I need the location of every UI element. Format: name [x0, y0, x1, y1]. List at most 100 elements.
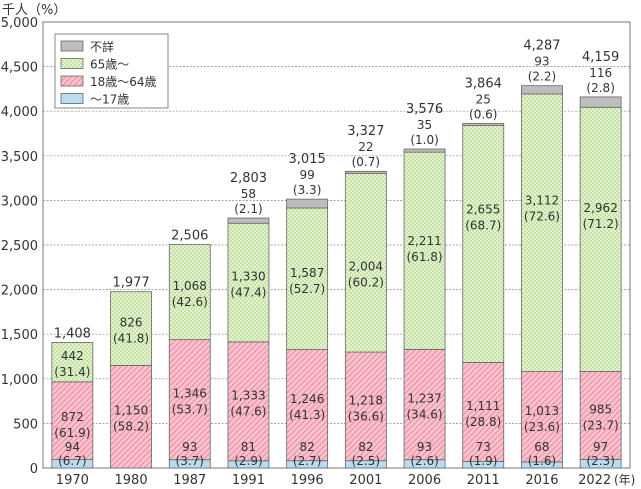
value-label: 93	[417, 440, 432, 454]
value-label: 2,655	[466, 203, 500, 217]
x-tick-label: 1980	[115, 473, 148, 488]
percent-label: (2.3)	[586, 454, 614, 468]
legend-swatch	[60, 58, 84, 69]
value-label: 1,333	[231, 388, 265, 402]
x-tick-label: 2001	[349, 473, 382, 488]
percent-label: (68.7)	[465, 219, 501, 233]
y-tick-label: 1,000	[1, 373, 38, 388]
percent-label: (0.6)	[469, 107, 497, 121]
percent-label: (1.6)	[528, 454, 556, 468]
bar-segment-65-plus	[521, 93, 563, 372]
percent-label: (6.7)	[58, 454, 86, 468]
y-tick-label: 4,500	[1, 61, 38, 76]
percent-label: (61.8)	[407, 250, 443, 264]
percent-label: (3.7)	[176, 454, 204, 468]
bar-segment-65-plus	[579, 106, 622, 372]
percent-label: (47.4)	[230, 286, 266, 300]
bar-segment-18-64	[521, 371, 563, 463]
percent-label: (58.2)	[113, 420, 149, 434]
percent-label: (61.9)	[54, 426, 90, 440]
legend: 不詳 65歳～ 18歳～64歳 ～17歳	[54, 33, 169, 109]
percent-label: (41.8)	[113, 332, 149, 346]
x-tick-label: 1987	[173, 473, 206, 488]
value-label: 1,068	[173, 279, 207, 293]
value-label: 73	[476, 440, 491, 454]
bar-segment-unknown	[521, 85, 563, 95]
percent-label: (23.7)	[583, 418, 619, 432]
legend-label: 18歳～64歳	[90, 75, 157, 89]
percent-label: (53.7)	[172, 403, 208, 417]
bar-segment-18-64	[462, 361, 505, 462]
value-label: 826	[120, 316, 143, 330]
bar-segment-18-64	[403, 348, 446, 461]
total-label: 3,327	[347, 124, 384, 139]
total-label: 4,287	[523, 39, 560, 54]
percent-label: (2.7)	[293, 454, 321, 468]
value-label: 68	[534, 440, 549, 454]
value-label: 2,004	[349, 260, 383, 274]
x-tick-label: 2011	[467, 473, 500, 488]
total-label: 1,977	[112, 276, 149, 291]
percent-label: (3.3)	[293, 183, 321, 197]
legend-swatch	[60, 40, 84, 52]
x-unit-label: (年)	[614, 473, 635, 487]
value-label: 35	[417, 118, 432, 132]
total-label: 2,803	[230, 171, 267, 186]
bar-segment-18-64	[344, 351, 387, 462]
percent-label: (0.7)	[352, 155, 380, 169]
value-label: 872	[61, 410, 84, 424]
legend-label: ～17歳	[90, 93, 129, 107]
bar-segment-unknown	[227, 217, 270, 224]
value-label: 1,587	[290, 266, 324, 280]
bar-segment-unknown	[286, 198, 329, 209]
percent-label: (36.6)	[348, 409, 384, 423]
percent-label: (60.2)	[348, 276, 384, 290]
value-label: 97	[593, 440, 608, 454]
y-tick-label: 2,000	[1, 284, 38, 299]
bar-segment-65-plus	[168, 243, 211, 341]
value-label: 82	[300, 440, 315, 454]
bar-segment-65-plus	[344, 172, 387, 353]
y-tick-label: 2,500	[1, 239, 38, 254]
value-label: 1,246	[290, 392, 324, 406]
legend-label: 不詳	[90, 39, 114, 54]
percent-label: (47.6)	[230, 404, 266, 418]
bar-segment-18-64	[579, 371, 622, 460]
y-tick-label: 4,000	[1, 105, 38, 120]
percent-label: (2.5)	[352, 454, 380, 468]
value-label: 116	[589, 66, 612, 80]
percent-label: (2.6)	[410, 454, 438, 468]
percent-label: (2.1)	[234, 202, 262, 216]
y-tick-label: 3,500	[1, 150, 38, 165]
percent-label: (2.9)	[234, 454, 262, 468]
legend-label: 65歳～	[90, 58, 129, 72]
value-label: 93	[182, 440, 197, 454]
percent-label: (2.2)	[528, 70, 556, 84]
value-label: 2,962	[583, 201, 617, 215]
legend-swatch	[60, 75, 84, 87]
value-label: 82	[358, 440, 373, 454]
value-label: 93	[534, 55, 549, 69]
value-label: 25	[476, 92, 491, 106]
value-label: 1,237	[407, 392, 441, 406]
percent-label: (1.9)	[469, 454, 497, 468]
total-label: 3,864	[465, 76, 502, 91]
total-label: 3,576	[406, 102, 443, 117]
y-tick-label: 3,000	[1, 194, 38, 209]
unit-label: 千人（%）	[2, 3, 66, 18]
total-label: 1,408	[54, 326, 91, 341]
y-tick-label: 0	[30, 462, 38, 477]
value-label: 985	[589, 402, 612, 416]
percent-label: (23.6)	[524, 420, 560, 434]
value-label: 442	[61, 349, 84, 363]
value-label: 1,013	[525, 404, 559, 418]
percent-label: (72.6)	[524, 210, 560, 224]
total-label: 4,159	[582, 50, 619, 65]
value-label: 1,346	[173, 387, 207, 401]
value-label: 1,330	[231, 270, 265, 284]
y-tick-label: 5,000	[1, 16, 38, 31]
bar-segment-unknown	[462, 122, 505, 126]
x-tick-label: 1991	[232, 473, 265, 488]
bar-segment-65-plus	[51, 342, 94, 383]
